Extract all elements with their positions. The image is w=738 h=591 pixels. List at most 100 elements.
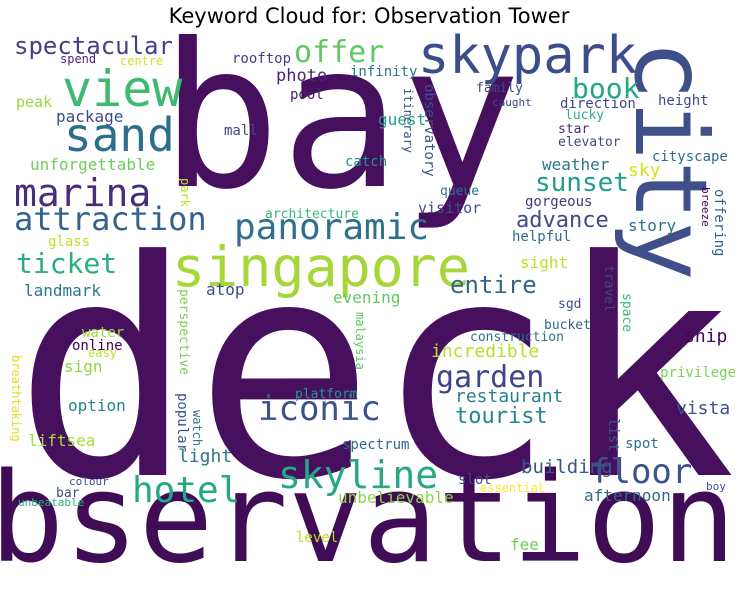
word-offering: offering bbox=[711, 189, 727, 257]
word-glass: glass bbox=[48, 234, 91, 250]
word-colour: colour bbox=[69, 475, 109, 488]
word-caught: caught bbox=[492, 96, 532, 109]
word-essential: essential bbox=[480, 481, 546, 495]
chart-title: Keyword Cloud for: Observation Tower bbox=[168, 4, 570, 28]
word-guest: guest bbox=[378, 110, 427, 129]
word-hotel: hotel bbox=[132, 470, 241, 511]
word-spectrum: spectrum bbox=[342, 437, 410, 453]
word-afternoon: afternoon bbox=[584, 486, 671, 505]
word-spot: spot bbox=[625, 436, 659, 452]
word-weather: weather bbox=[542, 155, 610, 174]
word-online: online bbox=[72, 338, 123, 354]
word-bar: bar bbox=[56, 486, 80, 501]
word-sky: sky bbox=[628, 160, 661, 181]
word-centre: centre bbox=[120, 54, 164, 68]
word-popular: popular bbox=[174, 393, 190, 453]
word-platform: platform bbox=[295, 387, 358, 402]
word-evening: evening bbox=[333, 288, 401, 307]
word-water: water bbox=[82, 325, 125, 341]
word-fee: fee bbox=[510, 535, 539, 554]
word-cityscape: cityscape bbox=[652, 149, 728, 165]
word-skyline: skyline bbox=[278, 453, 439, 497]
word-incredible: incredible bbox=[431, 341, 540, 362]
word-ship: ship bbox=[684, 326, 728, 347]
word-unforgettable: unforgettable bbox=[30, 155, 156, 174]
word-breathtaking: breathtaking bbox=[9, 355, 23, 442]
word-spectacular: spectacular bbox=[14, 32, 173, 60]
word-package: package bbox=[56, 107, 124, 126]
word-unbelievable: unbelievable bbox=[338, 488, 454, 507]
word-peak: peak bbox=[16, 93, 53, 111]
word-option: option bbox=[68, 396, 126, 415]
word-height: height bbox=[658, 93, 709, 109]
word-elevator: elevator bbox=[558, 135, 621, 150]
word-infinity: infinity bbox=[350, 64, 418, 80]
word-sand: sand bbox=[64, 108, 175, 162]
word-helpful: helpful bbox=[512, 229, 572, 245]
word-ticket: ticket bbox=[16, 247, 118, 280]
word-singapore: singapore bbox=[172, 235, 471, 299]
word-privilege: privilege bbox=[660, 365, 736, 381]
word-bucket: bucket bbox=[544, 318, 591, 333]
word-unbeatable: unbeatable bbox=[18, 496, 85, 509]
word-tourist: tourist bbox=[455, 404, 548, 429]
word-perspective: perspective bbox=[176, 289, 191, 376]
word-advance: advance bbox=[516, 208, 609, 233]
word-lucky: lucky bbox=[565, 108, 605, 123]
word-panoramic: panoramic bbox=[234, 207, 430, 248]
word-sight: sight bbox=[520, 253, 569, 272]
word-park: park bbox=[178, 178, 192, 207]
word-mall: mall bbox=[224, 123, 258, 139]
word-sunset: sunset bbox=[535, 168, 629, 198]
word-liftsea: liftsea bbox=[28, 431, 96, 450]
word-sign: sign bbox=[64, 357, 103, 376]
word-vista: vista bbox=[676, 398, 731, 419]
word-building: building bbox=[521, 456, 613, 478]
word-entire: entire bbox=[450, 271, 537, 299]
word-garden: garden bbox=[436, 360, 545, 395]
word-list: list bbox=[605, 418, 621, 452]
word-space: space bbox=[619, 293, 634, 333]
word-queue: queue bbox=[440, 184, 480, 199]
word-construction: construction bbox=[470, 330, 564, 345]
word-travel: travel bbox=[601, 265, 616, 312]
word-photo: photo bbox=[276, 66, 328, 86]
word-view: view bbox=[62, 60, 183, 118]
word-observation: observation bbox=[0, 447, 736, 591]
word-offer: offer bbox=[294, 35, 385, 70]
word-skypark: skypark bbox=[418, 26, 638, 86]
word-gorgeous: gorgeous bbox=[525, 194, 593, 210]
word-landmark: landmark bbox=[24, 281, 102, 300]
word-architecture: architecture bbox=[265, 207, 359, 222]
word-watch: watch bbox=[190, 410, 204, 447]
word-easy: easy bbox=[88, 346, 117, 360]
word-attraction: attraction bbox=[14, 200, 207, 238]
word-visitor: visitor bbox=[418, 199, 482, 217]
word-pool: pool bbox=[290, 87, 324, 103]
word-family: family bbox=[476, 81, 523, 96]
word-iconic: iconic bbox=[258, 389, 381, 429]
word-deck: deck bbox=[13, 197, 736, 546]
word-rooftop: rooftop bbox=[232, 51, 292, 67]
word-observatory: observatory bbox=[421, 84, 437, 177]
word-breeze: breeze bbox=[699, 187, 712, 227]
word-star: star bbox=[558, 122, 590, 137]
word-malaysia: malaysia bbox=[353, 312, 367, 370]
word-light: light bbox=[178, 446, 233, 467]
word-boy: boy bbox=[706, 480, 726, 493]
word-spend: spend bbox=[60, 52, 97, 66]
word-level: level bbox=[296, 530, 339, 546]
word-atop: atop bbox=[206, 280, 245, 299]
word-bay: bay bbox=[160, 1, 522, 234]
word-floor: floor bbox=[590, 452, 693, 492]
word-sgd: sgd bbox=[558, 297, 582, 312]
word-slot: slot bbox=[458, 472, 492, 488]
word-book: book bbox=[572, 72, 640, 105]
word-direction: direction bbox=[560, 96, 636, 112]
word-itinerary: itinerary bbox=[401, 88, 415, 154]
word-catch: catch bbox=[345, 154, 388, 170]
word-marina: marina bbox=[14, 171, 152, 215]
word-restaurant: restaurant bbox=[455, 386, 564, 407]
word-story: story bbox=[628, 216, 677, 235]
